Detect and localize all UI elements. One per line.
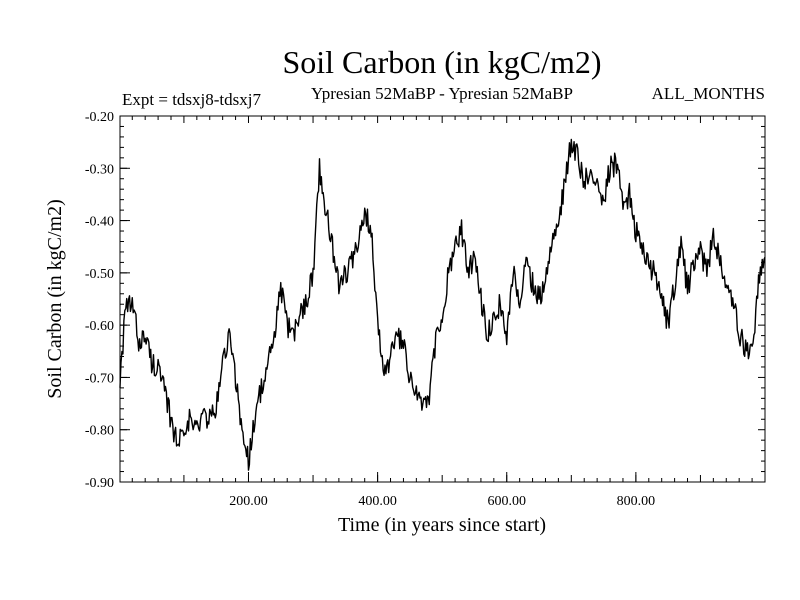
chart-subtitle-experiment: Expt = tdsxj8-tdsxj7 — [122, 90, 261, 109]
chart-title: Soil Carbon (in kgC/m2) — [282, 44, 601, 80]
y-axis-label: Soil Carbon (in kgC/m2) — [44, 199, 66, 398]
series-line-soil-carbon — [119, 138, 766, 471]
x-tick-label: 400.00 — [358, 494, 397, 509]
y-tick-label: -0.80 — [85, 424, 114, 439]
y-tick-label: -0.90 — [85, 476, 114, 491]
x-tick-label: 600.00 — [487, 494, 526, 509]
minor-ticks — [120, 116, 765, 482]
y-tick-label: -0.70 — [85, 371, 114, 386]
y-tick-label: -0.50 — [85, 267, 114, 282]
y-tick-label: -0.20 — [85, 110, 114, 125]
x-axis: 200.00 400.00 600.00 800.00 — [229, 472, 655, 509]
y-tick-label: -0.40 — [85, 215, 114, 230]
x-tick-label: 800.00 — [617, 494, 656, 509]
y-tick-label: -0.60 — [85, 319, 114, 334]
y-tick-label: -0.30 — [85, 162, 114, 177]
plot-area — [119, 115, 766, 483]
plot-border — [119, 115, 766, 483]
y-axis: -0.20 -0.30 -0.40 -0.50 -0.60 -0.70 -0.80 -0.90 — [85, 110, 130, 491]
x-axis-label: Time (in years since start) — [338, 514, 546, 536]
chart-subtitle-period: Ypresian 52MaBP - Ypresian 52MaBP — [311, 84, 573, 103]
series-layer — [119, 138, 766, 471]
x-tick-label: 200.00 — [229, 494, 268, 509]
chart-subtitle-months: ALL_MONTHS — [652, 84, 765, 103]
